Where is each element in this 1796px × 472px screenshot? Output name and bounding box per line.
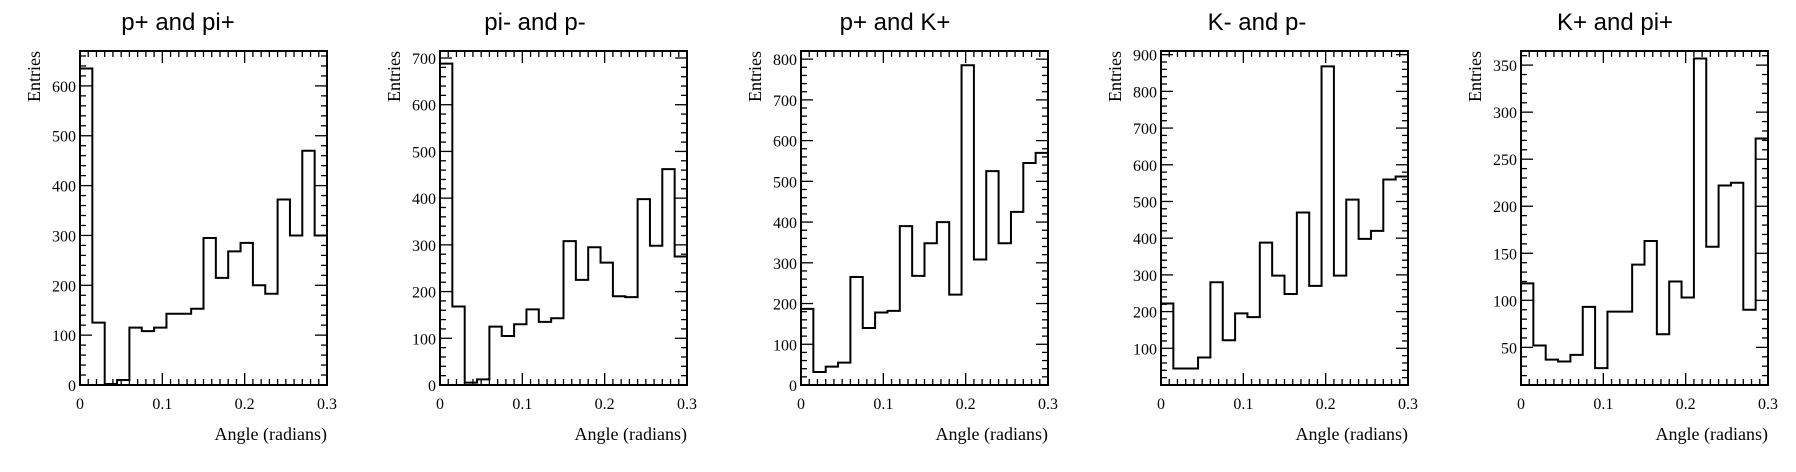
y-tick-label: 400 [412,191,436,208]
x-tick-label: 0 [1517,396,1525,413]
y-tick-label: 600 [1133,158,1157,175]
y-tick-label: 100 [1493,293,1517,310]
histogram-panel-3: p+ and K+ 0 0.1 0.2 0.3 0 100 200 300 400 500 600 70… [745,9,1058,445]
panel-title: K+ and pi+ [1557,9,1673,36]
x-tick-label: 0.1 [1233,396,1253,413]
y-tick-label: 200 [52,278,76,295]
y-tick-label: 100 [52,328,76,345]
x-tick-label: 0 [76,396,84,413]
x-tick-label: 0.3 [1038,396,1058,413]
histogram-panel-5: K+ and pi+ 0 0.1 0.2 0.3 50 100 150 200 250 300 350… [1465,9,1778,445]
y-tick-label: 600 [412,98,436,115]
x-axis-label: Angle (radians) [575,424,687,445]
panel-title: p+ and K+ [840,9,951,36]
plot-frame [1520,50,1769,386]
panel-title: p+ and pi+ [121,9,234,36]
x-tick-label: 0.2 [1316,396,1336,413]
y-tick-label: 500 [773,174,797,191]
y-tick-label: 100 [1133,341,1157,358]
y-tick-label: 700 [412,51,436,68]
y-tick-label: 200 [412,285,436,302]
y-tick-label: 100 [773,337,797,354]
y-tick-label: 500 [52,129,76,146]
x-axis-label: Angle (radians) [215,424,327,445]
histogram-outline [439,62,688,385]
y-tick-label: 600 [773,134,797,151]
x-tick-label: 0 [436,396,444,413]
y-tick-label: 300 [412,238,436,255]
x-tick-label: 0.3 [677,396,697,413]
y-tick-label: 400 [773,215,797,232]
x-axis-label: Angle (radians) [1296,424,1408,445]
panel-title: pi- and p- [484,9,585,36]
histogram-outline [79,67,328,386]
y-tick-label: 800 [773,52,797,69]
x-tick-label: 0.1 [512,396,532,413]
histogram-panel-4: K- and p- 0 0.1 0.2 0.3 100 200 300 400 500 600 700… [1105,9,1418,445]
y-tick-label: 0 [68,378,76,395]
x-tick-label: 0.2 [595,396,615,413]
panel-title: K- and p- [1208,9,1307,36]
y-tick-label: 400 [1133,231,1157,248]
y-tick-label: 50 [1501,340,1517,357]
y-tick-label: 300 [1133,268,1157,285]
x-tick-label: 0.2 [1676,396,1696,413]
y-tick-label: 100 [412,331,436,348]
y-tick-label: 150 [1493,246,1517,263]
y-tick-label: 0 [428,378,436,395]
y-axis-label: Entries [384,51,404,102]
y-tick-label: 400 [52,179,76,196]
histogram-panel-2: pi- and p- 0 0.1 0.2 0.3 0 100 200 300 400 500 600 7… [384,9,697,445]
y-tick-label: 600 [52,79,76,96]
x-tick-label: 0.1 [873,396,893,413]
x-tick-label: 0.3 [317,396,337,413]
x-tick-label: 0.1 [1593,396,1613,413]
x-axis-label: Angle (radians) [1656,424,1768,445]
x-tick-label: 0.1 [152,396,172,413]
y-axis-label: Entries [745,51,765,102]
y-tick-label: 300 [1493,105,1517,122]
y-tick-label: 200 [1133,305,1157,322]
y-axis-label: Entries [1105,51,1125,102]
x-tick-label: 0 [1157,396,1165,413]
x-tick-label: 0 [797,396,805,413]
y-tick-label: 300 [773,256,797,273]
y-tick-label: 900 [1133,48,1157,65]
y-tick-label: 300 [52,228,76,245]
y-tick-label: 800 [1133,84,1157,101]
y-tick-label: 200 [1493,199,1517,216]
y-tick-label: 250 [1493,152,1517,169]
x-tick-label: 0.3 [1758,396,1778,413]
y-axis-label: Entries [1465,51,1485,102]
x-tick-label: 0.2 [956,396,976,413]
x-tick-label: 0.3 [1398,396,1418,413]
x-axis-label: Angle (radians) [936,424,1048,445]
y-tick-label: 700 [1133,121,1157,138]
y-tick-label: 350 [1493,58,1517,75]
histogram-outline [1160,65,1409,385]
histogram-outline [800,64,1049,385]
y-tick-label: 0 [789,378,797,395]
y-tick-label: 200 [773,297,797,314]
y-tick-label: 700 [773,93,797,110]
histogram-panel-1: p+ and pi+ 0 0.1 0.2 0.3 0 100 200 300 400 500 600 A… [24,9,337,445]
y-tick-label: 500 [412,144,436,161]
y-axis-label: Entries [24,51,44,102]
y-tick-label: 500 [1133,194,1157,211]
histogram-outline [1520,57,1769,385]
x-tick-label: 0.2 [235,396,255,413]
plot-frame [1160,50,1409,386]
